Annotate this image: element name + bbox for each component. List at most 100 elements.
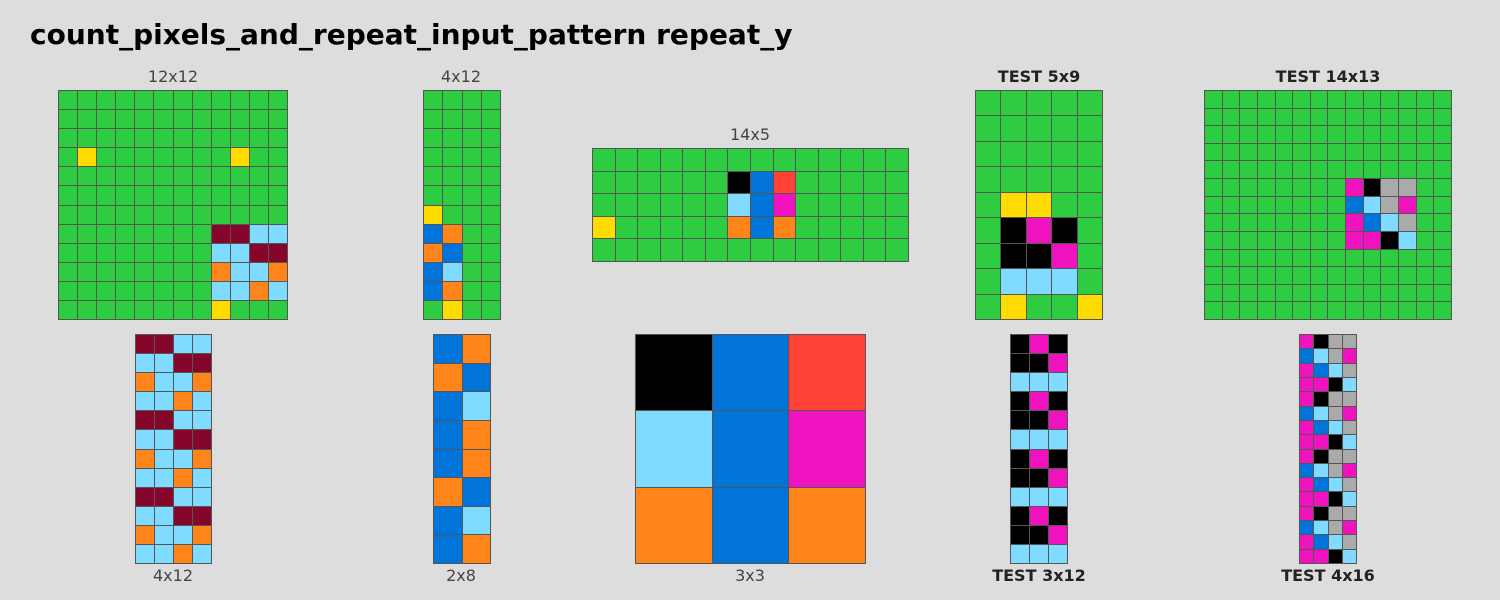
grid-cell: [1001, 218, 1026, 243]
grid-cell: [211, 262, 230, 281]
grid-cell: [424, 186, 443, 205]
grid-cell: [211, 205, 230, 224]
grid-cell: [1222, 108, 1240, 126]
grid-cell: [116, 205, 135, 224]
grid-cell: [863, 149, 886, 171]
grid-cell: [818, 194, 841, 216]
grid-cell: [249, 110, 268, 129]
grid-cell: [268, 224, 287, 243]
grid-cell: [249, 148, 268, 167]
grid-cell: [1275, 179, 1293, 196]
grid-cell: [1399, 214, 1416, 231]
grid-cell: [976, 116, 1001, 141]
grid-cell: [443, 110, 462, 129]
grid-cell: [249, 243, 268, 262]
grid-cell: [1030, 525, 1048, 544]
grid-cell: [1077, 218, 1102, 243]
grid-cell: [976, 167, 1001, 192]
grid-cell: [1011, 373, 1029, 392]
grid-cell: [660, 216, 683, 239]
grid-cell: [1328, 179, 1346, 196]
grid-cell: [1416, 161, 1434, 179]
grid-cell: [1257, 161, 1275, 179]
grid-cell: [230, 224, 249, 243]
grid-cell: [1300, 335, 1314, 349]
grid-cell: [1257, 284, 1275, 302]
grid-cell: [1310, 91, 1328, 108]
grid-cell: [1300, 478, 1314, 492]
grid-cell: [1049, 430, 1067, 449]
grid-cell: [434, 363, 462, 392]
grid-cell: [1222, 161, 1240, 179]
grid-cell: [1346, 249, 1363, 267]
grid-cell: [1293, 249, 1310, 267]
grid-cell: [78, 91, 97, 110]
grid-cell: [1275, 143, 1293, 161]
grid-cell: [434, 478, 462, 506]
grid-cell: [1310, 143, 1328, 161]
grid-cell: [174, 373, 192, 392]
grid-cell: [462, 300, 481, 319]
grid-cell: [211, 224, 230, 243]
grid-cell: [1314, 435, 1328, 449]
grid-cell: [1342, 449, 1356, 463]
diagram-title: count_pixels_and_repeat_input_pattern re…: [30, 18, 793, 51]
grid-cell: [211, 110, 230, 129]
grid-cell: [1381, 126, 1399, 143]
grid-cell: [211, 91, 230, 110]
grid-cell: [1363, 196, 1381, 214]
grid-cell: [796, 216, 818, 239]
grid-cell: [78, 243, 97, 262]
grid-cell: [174, 487, 192, 506]
grid-cell: [863, 216, 886, 239]
grid-cell: [1293, 179, 1310, 196]
grid-cell: [712, 411, 789, 487]
grid-cell: [976, 218, 1001, 243]
grid-cell: [1049, 392, 1067, 411]
grid-cell: [136, 487, 154, 506]
grid-cell: [1328, 492, 1342, 506]
grid-cell: [136, 525, 154, 544]
grid-cell: [174, 449, 192, 468]
grid-cell: [1240, 196, 1257, 214]
grid-cell: [1314, 463, 1328, 478]
grid-cell: [97, 205, 116, 224]
grid-cell: [1205, 302, 1222, 319]
grid-cell: [1222, 231, 1240, 249]
grid-cell: [59, 186, 78, 205]
grid-cell: [230, 300, 249, 319]
grid-cell: [192, 300, 211, 319]
grid-cell: [1363, 179, 1381, 196]
grid-cell: [1275, 126, 1293, 143]
grid-cell: [615, 194, 638, 216]
grid-cell: [1328, 406, 1342, 420]
grid-cell: [1314, 392, 1328, 406]
grid-cell: [615, 171, 638, 194]
grid-cell: [193, 411, 211, 430]
grid-cell: [154, 262, 173, 281]
grid-cell: [683, 239, 705, 261]
grid-cell: [97, 300, 116, 319]
grid-cell: [173, 110, 192, 129]
grid-cell: [1363, 214, 1381, 231]
grid-cell: [249, 91, 268, 110]
grid-cell: [1328, 267, 1346, 284]
grid-cell: [1011, 544, 1029, 563]
grid-cell: [173, 205, 192, 224]
grid-cell: [1293, 161, 1310, 179]
grid-cell: [192, 205, 211, 224]
grid-cell: [154, 148, 173, 167]
grid-cell: [59, 300, 78, 319]
grid-cell: [976, 294, 1001, 319]
grid-cell: [1434, 161, 1451, 179]
grid-cell: [268, 300, 287, 319]
grid-cell: [1342, 506, 1356, 521]
grid-cell: [155, 335, 173, 354]
grid-cell: [1001, 116, 1026, 141]
grid-cell: [443, 243, 462, 262]
grid-cell: [1077, 243, 1102, 269]
grid-cell: [638, 171, 660, 194]
grid-cell: [1363, 249, 1381, 267]
grid-cell: [1052, 116, 1077, 141]
grid-cell: [1205, 214, 1222, 231]
